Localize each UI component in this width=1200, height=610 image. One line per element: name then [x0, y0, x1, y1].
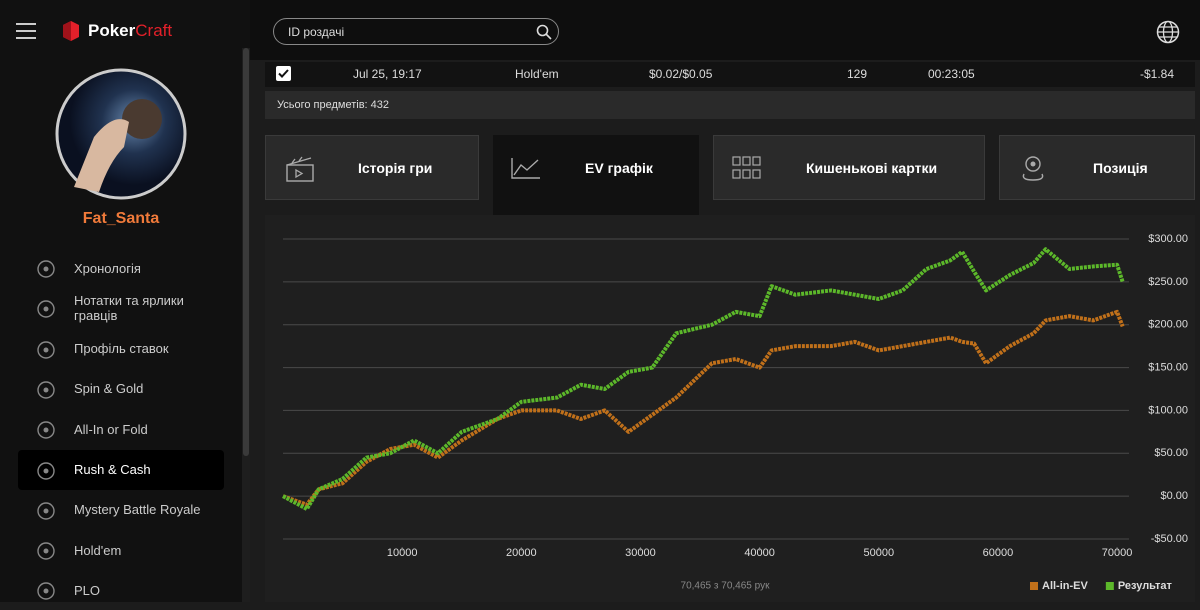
- hand-game: Hold'em: [515, 67, 559, 81]
- tab[interactable]: Позиція: [999, 135, 1195, 200]
- legend-swatch: [1105, 582, 1114, 590]
- menu-label: Хронологія: [74, 260, 141, 276]
- chart-footer: 70,465 з 70,465 рук: [681, 581, 771, 592]
- menu-label: Нотатки та ярлики гравців: [74, 293, 184, 324]
- hand-players: 129: [847, 67, 868, 81]
- ev-chart: 70,465 з 70,465 рук -$50.00 $0.00 $50.00 $1…: [265, 215, 1195, 602]
- y-tick-label: -$50.00: [1151, 533, 1188, 545]
- y-tick-label: $100.00: [1148, 404, 1188, 416]
- header: ID роздачі: [250, 0, 1200, 60]
- tab[interactable]: Історія гри: [265, 135, 479, 200]
- scrollbar[interactable]: [242, 48, 250, 602]
- x-tick-label: 30000: [625, 547, 656, 559]
- logo-icon: [63, 21, 79, 41]
- hand-result: -$1.84: [1140, 67, 1175, 81]
- hand-duration: 00:23:05: [928, 67, 975, 81]
- tab-label: EV графік: [585, 159, 653, 176]
- menu-item[interactable]: Нотатки та ярлики гравців: [18, 288, 224, 328]
- logo[interactable]: PokerCraft: [88, 21, 172, 41]
- x-tick-label: 10000: [387, 547, 418, 559]
- tab-label: Кишенькові картки: [806, 159, 938, 176]
- y-tick-label: $150.00: [1148, 361, 1188, 373]
- menu-item[interactable]: Spin & Gold: [18, 369, 224, 409]
- user-name: Fat_Santa: [82, 210, 160, 227]
- search-icon: [536, 24, 552, 40]
- menu-item[interactable]: PLO: [18, 570, 224, 610]
- sidebar: PokerCraft Fat_Santa Хронологія Нотатки т…: [0, 0, 250, 602]
- menu-label: Spin & Gold: [74, 381, 144, 397]
- tab-active[interactable]: EV графік: [493, 135, 699, 215]
- search-placeholder: ID роздачі: [288, 25, 345, 39]
- menu-label: Rush & Cash: [74, 462, 151, 477]
- x-tick-label: 40000: [744, 547, 775, 559]
- hand-row[interactable]: [265, 62, 1195, 87]
- y-tick-label: $50.00: [1154, 447, 1188, 459]
- series-line: [282, 247, 1125, 511]
- legend-label: Результат: [1118, 580, 1173, 592]
- menu-item[interactable]: Rush & Cash: [18, 449, 224, 490]
- logo-poker: Poker: [88, 21, 136, 40]
- y-tick-label: $0.00: [1160, 490, 1188, 502]
- logo-craft: Craft: [135, 21, 173, 40]
- hand-date: Jul 25, 19:17: [353, 67, 422, 81]
- menu-item[interactable]: Hold'em: [18, 530, 224, 570]
- menu-label: All-In or Fold: [74, 421, 148, 437]
- legend-swatch: [1030, 582, 1038, 590]
- menu-label: Mystery Battle Royale: [74, 502, 201, 518]
- total-count: Усього предметів: 432: [277, 99, 390, 111]
- menu-label: Hold'em: [74, 542, 122, 558]
- menu-label: PLO: [74, 582, 101, 598]
- tab-label: Позиція: [1093, 159, 1148, 176]
- avatar[interactable]: [54, 67, 188, 201]
- checkbox[interactable]: [276, 66, 291, 81]
- menu-label: Профіль ставок: [74, 341, 169, 357]
- menu-item[interactable]: Профіль ставок: [18, 329, 224, 369]
- x-tick-label: 60000: [983, 547, 1014, 559]
- menu-item[interactable]: Хронологія: [18, 248, 224, 288]
- menu-icon[interactable]: [16, 22, 38, 40]
- tab-label: Історія гри: [358, 159, 433, 176]
- search-box[interactable]: ID роздачі: [273, 18, 559, 45]
- total-bar: Усього предметів: 432: [265, 91, 1195, 119]
- x-tick-label: 50000: [863, 547, 894, 559]
- menu-item[interactable]: All-In or Fold: [18, 409, 224, 449]
- legend-label: All-in-EV: [1042, 580, 1088, 592]
- x-tick-label: 20000: [506, 547, 537, 559]
- y-tick-label: $250.00: [1148, 276, 1188, 288]
- x-tick-label: 70000: [1102, 547, 1133, 559]
- y-tick-label: $300.00: [1148, 233, 1188, 245]
- menu-item[interactable]: Mystery Battle Royale: [18, 490, 224, 530]
- language-icon[interactable]: [1156, 20, 1180, 44]
- tab[interactable]: Кишенькові картки: [713, 135, 985, 200]
- y-tick-label: $200.00: [1148, 319, 1188, 331]
- hand-stakes: $0.02/$0.05: [649, 67, 713, 81]
- series-line: [282, 309, 1125, 507]
